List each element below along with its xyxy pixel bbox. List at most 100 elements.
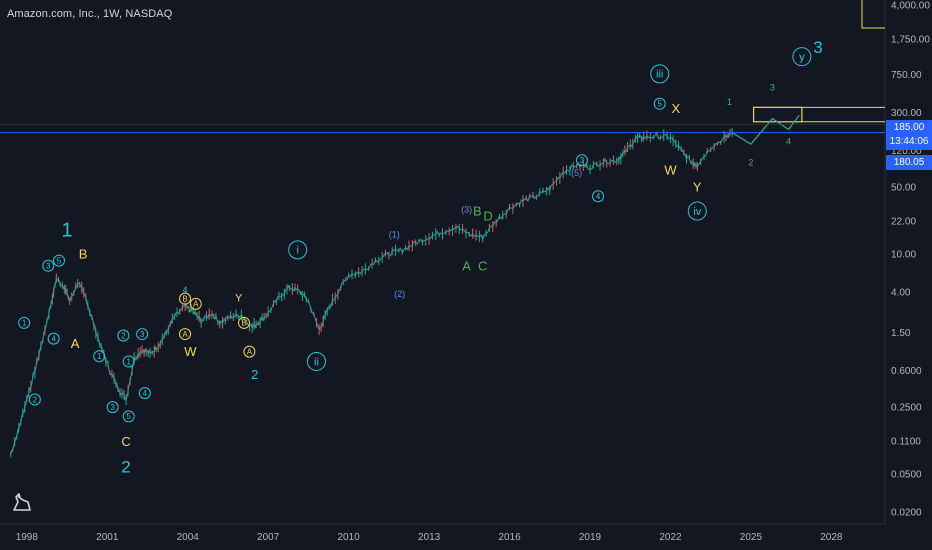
price-series[interactable] — [10, 128, 733, 458]
wave-label: (2) — [394, 289, 405, 299]
wave-label: (5) — [571, 168, 582, 178]
y-tick-label: 1,750.00 — [891, 35, 930, 46]
wave-label: 2 — [251, 367, 258, 382]
wave-circle — [106, 401, 119, 414]
wave-label: A — [193, 300, 199, 309]
y-tick-label: 4,000.00 — [891, 0, 930, 11]
wave-label: 3 — [46, 262, 51, 271]
wave-circle — [179, 292, 192, 305]
countdown-value: 13:44:06 — [889, 136, 929, 147]
wave-label: A — [71, 336, 80, 351]
wave-label: 3 — [770, 82, 775, 92]
wave-label: 2 — [748, 158, 753, 168]
price-line — [0, 124, 885, 134]
wave-label: ii — [314, 356, 319, 368]
y-tick-label: 0.0200 — [891, 508, 922, 519]
prev-level-label: 180.05 — [886, 155, 932, 170]
x-tick-label: 2013 — [418, 532, 441, 543]
wave-circle — [136, 328, 149, 341]
wave-label: 4 — [786, 136, 791, 146]
wave-circle — [122, 410, 135, 423]
wave-label: 4 — [596, 192, 601, 201]
x-tick-label: 2028 — [820, 532, 843, 543]
y-axis[interactable]: 4,000.00 1,750.00 750.00 300.00 185.00 120.00… — [891, 0, 930, 518]
wave-label: 1 — [22, 319, 27, 328]
wave-circle — [306, 351, 326, 371]
wave-circle — [42, 259, 55, 272]
x-tick-label: 2007 — [257, 532, 280, 543]
wave-circle — [138, 387, 151, 400]
y-tick-label: 0.6000 — [891, 366, 922, 377]
wave-label: A — [462, 258, 471, 273]
wave-circle — [650, 64, 670, 84]
wave-circle — [122, 355, 135, 368]
target-zone-box[interactable] — [752, 0, 885, 123]
x-tick-label: 2004 — [177, 532, 200, 543]
wave-label: 2 — [121, 331, 126, 340]
wave-label: 4 — [183, 285, 188, 295]
wave-label: B — [473, 204, 482, 219]
wave-label: 5 — [658, 100, 663, 109]
wave-label: 1 — [61, 219, 72, 241]
wave-label: Y — [235, 292, 243, 304]
wave-label: B — [79, 246, 88, 261]
wave-circle — [575, 154, 588, 167]
y-tick-label: 0.1100 — [891, 437, 921, 448]
wave-label: 5 — [127, 412, 132, 421]
wave-label: 2 — [33, 395, 38, 404]
wave-label: 3 — [813, 38, 822, 57]
x-axis[interactable]: 1998 2001 2004 2007 2010 2013 2016 2019 2022 2025… — [16, 532, 843, 543]
wave-circle — [592, 190, 605, 203]
y-tick-label: 22.00 — [891, 217, 916, 228]
y-tick-label: 300.00 — [891, 108, 922, 119]
wave-label: 5 — [57, 256, 62, 265]
wave-label: (1) — [389, 229, 400, 239]
x-tick-label: 2010 — [338, 532, 361, 543]
y-tick-label: 1.50 — [891, 328, 911, 339]
wave-label: iii — [656, 69, 663, 81]
wave-label: 3 — [110, 403, 115, 412]
wave-circle — [179, 328, 192, 341]
y-tick-label: 0.2500 — [891, 403, 922, 414]
y-tick-label: 120.00 — [891, 146, 922, 157]
x-tick-label: 2025 — [740, 532, 763, 543]
wave-circle — [117, 329, 130, 342]
wave-label: B — [182, 294, 187, 303]
y-tick-label: 750.00 — [891, 70, 922, 81]
tradingview-logo-icon[interactable] — [10, 490, 34, 519]
x-tick-label: 2019 — [579, 532, 602, 543]
wave-label: 4 — [51, 334, 56, 343]
y-tick-label: 50.00 — [891, 182, 916, 193]
x-tick-label: 2022 — [659, 532, 682, 543]
wave-label: Y — [693, 180, 702, 195]
wave-label: 1 — [727, 97, 732, 107]
axis-lines — [0, 0, 886, 525]
x-tick-label: 2016 — [498, 532, 521, 543]
wave-label: iv — [693, 206, 701, 218]
y-tick-label: 10.00 — [891, 249, 916, 260]
wave-label: A — [182, 330, 188, 339]
wave-circle — [687, 201, 707, 221]
wave-circle — [53, 254, 65, 267]
wave-circle — [28, 393, 41, 406]
wave-label: 3 — [580, 156, 585, 165]
target-zone-rect — [752, 106, 803, 123]
wave-circle — [47, 332, 60, 345]
wave-label: C — [478, 258, 487, 273]
chart-title: Amazon.com, Inc., 1W, NASDAQ — [7, 8, 173, 20]
wave-label: X — [671, 101, 680, 116]
wave-circle — [243, 345, 256, 358]
wave-label: 3 — [140, 330, 145, 339]
wave-label: 1 — [97, 352, 102, 361]
wave-label: 1 — [127, 357, 132, 366]
wave-label: B — [241, 319, 246, 328]
wave-label: A — [247, 347, 253, 356]
wave-circle — [238, 316, 251, 329]
wave-label: D — [483, 208, 492, 223]
wave-circle — [653, 97, 666, 110]
upper-bracket — [861, 0, 885, 29]
wave-label: 2 — [121, 457, 130, 476]
wave-label: (3) — [461, 205, 472, 215]
